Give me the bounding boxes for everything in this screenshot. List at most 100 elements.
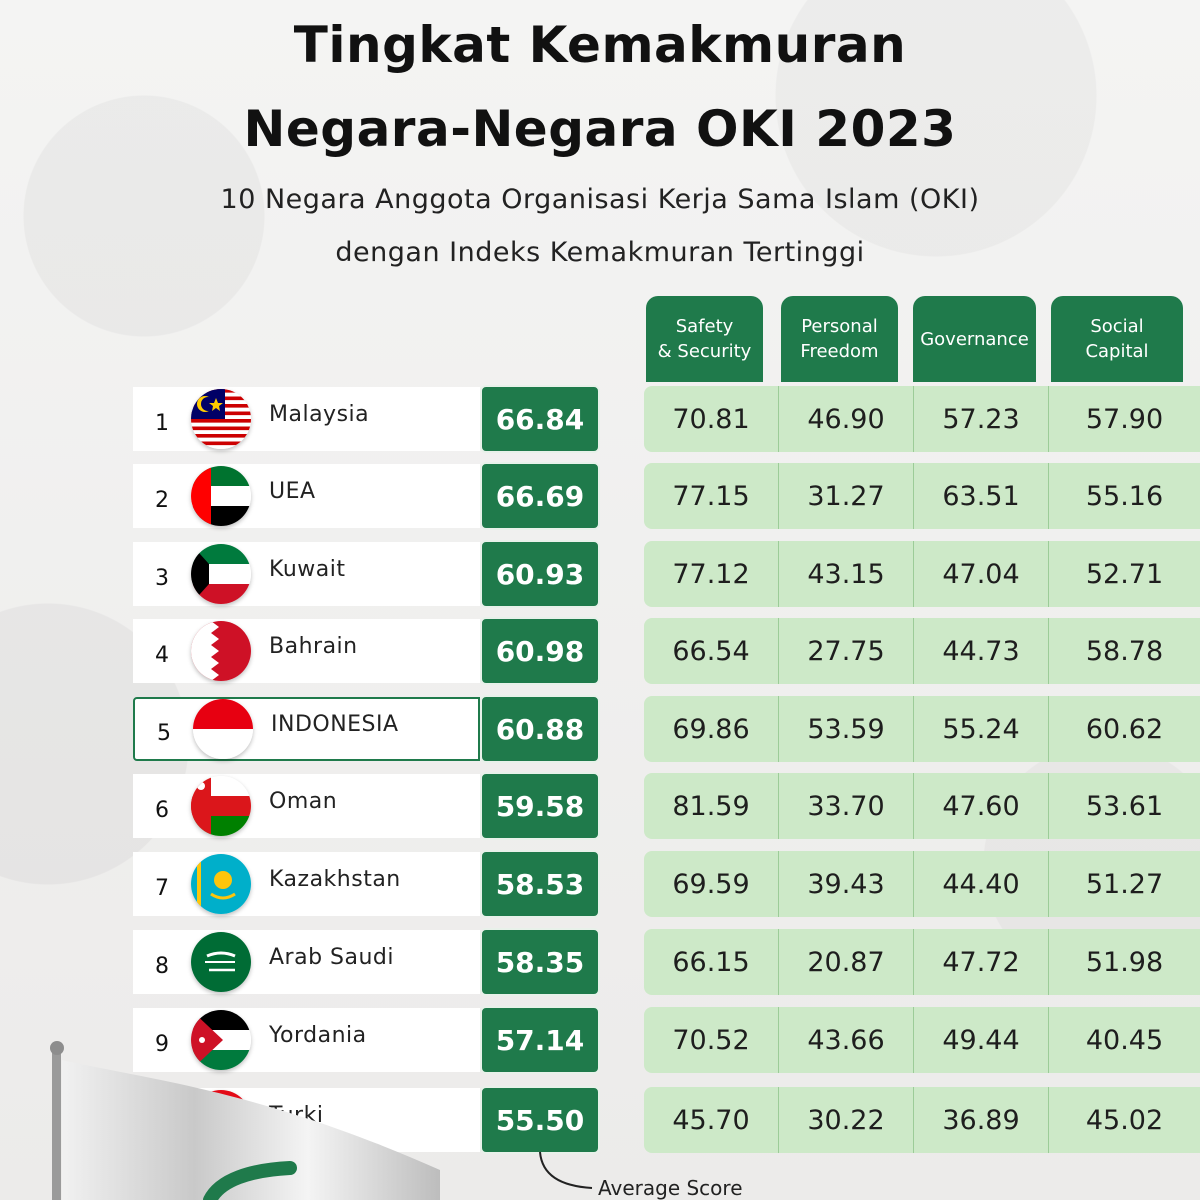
- personal-freedom-value: 39.43: [779, 851, 914, 917]
- safety-security-value: 81.59: [644, 773, 779, 839]
- country-name: Malaysia: [269, 401, 370, 427]
- safety-security-value: 70.52: [644, 1007, 779, 1073]
- saudi-arabia-flag-icon: [191, 932, 251, 992]
- average-score-pointer: [539, 1151, 593, 1189]
- governance-value: 36.89: [914, 1087, 1049, 1153]
- column-header-governance: Governance: [913, 296, 1036, 382]
- personal-freedom-value: 33.70: [779, 773, 914, 839]
- safety-security-value: 69.86: [644, 696, 779, 762]
- subindex-values-row: 77.12 43.15 47.04 52.71: [644, 541, 1200, 607]
- governance-value: 47.04: [914, 541, 1049, 607]
- social-capital-value: 53.61: [1085, 790, 1164, 822]
- country-row-6: 6 Oman: [133, 774, 480, 838]
- rank-number: 9: [155, 1031, 169, 1057]
- subindex-values-row: 45.70 30.22 36.89 45.02: [644, 1087, 1200, 1153]
- page-title-line2: Negara-Negara OKI 2023: [243, 100, 957, 158]
- personal-freedom-value: 20.87: [779, 929, 914, 995]
- safety-security-value: 77.15: [644, 463, 779, 529]
- personal-freedom-value: 30.22: [779, 1087, 914, 1153]
- average-score-badge: 57.14: [480, 1006, 600, 1074]
- safety-security-value: 77.12: [644, 541, 779, 607]
- country-name: Arab Saudi: [269, 944, 395, 970]
- country-name: Kazakhstan: [269, 866, 401, 892]
- personal-freedom-value: 53.59: [779, 696, 914, 762]
- country-row-3: 3 Kuwait: [133, 542, 480, 606]
- rank-number: 5: [157, 720, 171, 746]
- personal-freedom-value: 43.66: [779, 1007, 914, 1073]
- country-name: INDONESIA: [271, 711, 399, 737]
- rank-number: 6: [155, 797, 169, 823]
- social-capital-value: 51.98: [1085, 946, 1164, 978]
- governance-value: 57.23: [914, 386, 1049, 452]
- average-score-badge: 60.93: [480, 540, 600, 608]
- governance-value: 49.44: [914, 1007, 1049, 1073]
- column-header-safety-security: Safety & Security: [646, 296, 763, 382]
- country-row-5: 5 INDONESIA: [133, 697, 480, 761]
- governance-value: 44.73: [914, 618, 1049, 684]
- average-score-badge: 66.69: [480, 462, 600, 530]
- average-score-label: Average Score: [598, 1176, 743, 1200]
- country-row-7: 7 Kazakhstan: [133, 852, 480, 916]
- subindex-values-row: 66.54 27.75 44.73 58.78: [644, 618, 1200, 684]
- column-header-personal-freedom: Personal Freedom: [781, 296, 898, 382]
- governance-value: 63.51: [914, 463, 1049, 529]
- average-score-badge: 55.50: [480, 1086, 600, 1154]
- safety-security-value: 45.70: [644, 1087, 779, 1153]
- indonesia-flag-icon: [193, 699, 253, 759]
- average-score-badge: 60.98: [480, 617, 600, 685]
- subindex-values-row: 77.15 31.27 63.51 55.16: [644, 463, 1200, 529]
- rank-number: 4: [155, 642, 169, 668]
- governance-value: 47.60: [914, 773, 1049, 839]
- bahrain-flag-icon: [191, 621, 251, 681]
- rank-number: 3: [155, 565, 169, 591]
- personal-freedom-value: 27.75: [779, 618, 914, 684]
- jordan-flag-icon: [191, 1010, 251, 1070]
- country-row-8: 8 Arab Saudi: [133, 930, 480, 994]
- country-name: Oman: [269, 788, 338, 814]
- country-row-4: 4 Bahrain: [133, 619, 480, 683]
- page-subtitle-line1: 10 Negara Anggota Organisasi Kerja Sama …: [220, 184, 980, 215]
- country-name: Yordania: [269, 1022, 367, 1048]
- safety-security-value: 66.54: [644, 618, 779, 684]
- rank-number: 1: [155, 410, 169, 436]
- kazakhstan-flag-icon: [191, 854, 251, 914]
- average-score-badge: 58.35: [480, 928, 600, 996]
- page-subtitle-line2: dengan Indeks Kemakmuran Tertinggi: [335, 237, 865, 268]
- social-capital-value: 55.16: [1085, 480, 1164, 512]
- kuwait-flag-icon: [191, 544, 251, 604]
- social-capital-value: 51.27: [1085, 868, 1164, 900]
- column-header-social-capital: Social Capital: [1051, 296, 1183, 382]
- country-row-1: 1 Malaysia: [133, 387, 480, 451]
- social-capital-value: 45.02: [1085, 1104, 1164, 1136]
- subindex-values-row: 70.81 46.90 57.23 57.90: [644, 386, 1200, 452]
- social-capital-value: 58.78: [1085, 635, 1164, 667]
- rank-number: 8: [155, 953, 169, 979]
- rank-number: 7: [155, 875, 169, 901]
- country-row-9: 9 Yordania: [133, 1008, 480, 1072]
- personal-freedom-value: 43.15: [779, 541, 914, 607]
- social-capital-value: 57.90: [1085, 403, 1164, 435]
- subindex-values-row: 66.15 20.87 47.72 51.98: [644, 929, 1200, 995]
- subindex-values-row: 69.86 53.59 55.24 60.62: [644, 696, 1200, 762]
- average-score-badge: 59.58: [480, 772, 600, 840]
- social-capital-value: 52.71: [1085, 558, 1164, 590]
- governance-value: 44.40: [914, 851, 1049, 917]
- oic-flag-decoration: [50, 1041, 440, 1200]
- safety-security-value: 69.59: [644, 851, 779, 917]
- oman-flag-icon: [191, 776, 251, 836]
- subindex-values-row: 81.59 33.70 47.60 53.61: [644, 773, 1200, 839]
- social-capital-value: 40.45: [1085, 1024, 1164, 1056]
- safety-security-value: 70.81: [644, 386, 779, 452]
- subindex-values-row: 69.59 39.43 44.40 51.27: [644, 851, 1200, 917]
- average-score-badge: 58.53: [480, 850, 600, 918]
- safety-security-value: 66.15: [644, 929, 779, 995]
- malaysia-flag-icon: [191, 389, 251, 449]
- page-title-line1: Tingkat Kemakmuran: [293, 16, 907, 74]
- governance-value: 47.72: [914, 929, 1049, 995]
- average-score-badge: 60.88: [480, 695, 600, 763]
- subindex-values-row: 70.52 43.66 49.44 40.45: [644, 1007, 1200, 1073]
- country-name: UEA: [269, 478, 316, 504]
- country-row-2: 2 UEA: [133, 464, 480, 528]
- personal-freedom-value: 46.90: [779, 386, 914, 452]
- average-score-badge: 66.84: [480, 385, 600, 453]
